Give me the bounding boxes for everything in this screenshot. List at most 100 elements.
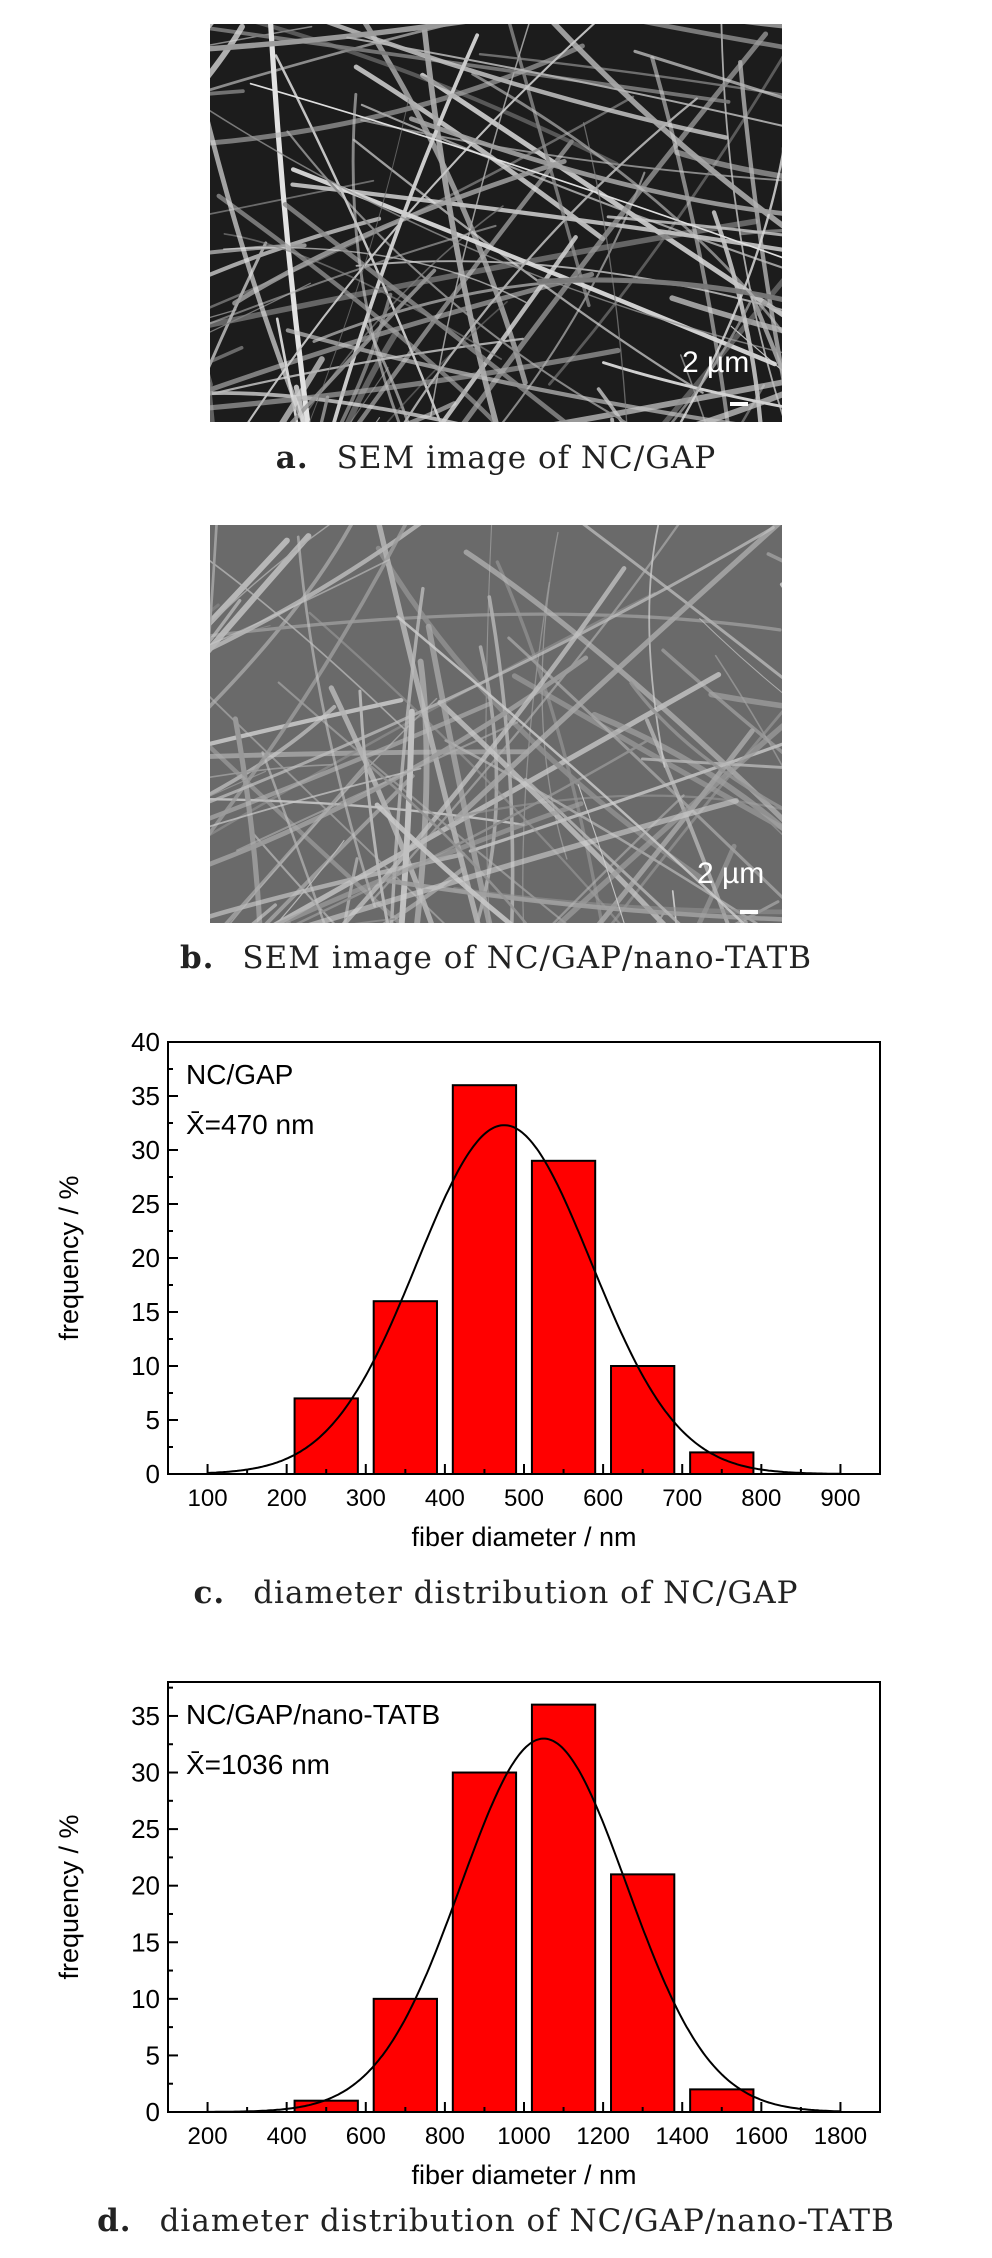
- y-tick-label: 35: [131, 1701, 160, 1731]
- y-tick-label: 20: [131, 1871, 160, 1901]
- sem-image-nc-gap: 2 µm: [210, 24, 782, 422]
- fiber: [210, 526, 775, 804]
- fiber: [674, 149, 782, 179]
- fiber: [695, 391, 782, 422]
- annotation-mean: X̄=470 nm: [186, 1109, 314, 1140]
- plot-frame: [167, 1041, 881, 1475]
- fiber: [223, 233, 502, 360]
- x-tick-label: 800: [425, 2123, 465, 2150]
- x-tick-label: 1000: [497, 2123, 550, 2150]
- x-axis-label: fiber diameter / nm: [411, 1522, 636, 1552]
- fiber: [453, 525, 782, 822]
- histogram-svg: 100 200 300 400 500 600 700 800 900 0 5 10 15 20 25 30 3…: [54, 1027, 881, 1552]
- fiber: [210, 704, 337, 797]
- bar: [530, 1703, 597, 2113]
- y-tick-label: 15: [131, 1927, 160, 1957]
- fiber: [386, 300, 508, 422]
- x-tick-label: 400: [267, 2123, 307, 2150]
- x-tick-label: 400: [425, 1485, 465, 1512]
- x-tick-label: 1600: [735, 2123, 788, 2150]
- caption-b: b. SEM image of NC/GAP/nano-TATB: [0, 940, 992, 976]
- fiber: [268, 24, 311, 422]
- fiber: [289, 268, 437, 422]
- fiber: [295, 737, 652, 923]
- fiber: [346, 36, 782, 127]
- fiber: [650, 56, 730, 422]
- fiber: [210, 337, 525, 396]
- fiber: [276, 839, 345, 923]
- fiber: [296, 535, 377, 908]
- fiber: [352, 138, 704, 394]
- fiber: [210, 767, 422, 828]
- bar: [530, 1159, 597, 1476]
- fiber: [752, 806, 782, 836]
- fiber: [602, 361, 782, 408]
- fiber: [708, 691, 782, 709]
- fiber: [633, 49, 782, 100]
- fiber: [398, 708, 415, 923]
- fiber: [290, 182, 782, 252]
- fiber: [596, 728, 755, 923]
- fiber: [360, 119, 782, 182]
- fiber: [210, 798, 525, 826]
- fiber: [210, 525, 331, 625]
- y-tick-label: 35: [131, 1081, 160, 1111]
- fiber: [363, 321, 410, 422]
- scale-bar-label: 2 µm: [697, 857, 765, 890]
- caption-letter: b.: [179, 940, 215, 976]
- fiber: [210, 224, 497, 325]
- fiber: [210, 701, 492, 821]
- fiber: [669, 295, 782, 334]
- fiber: [456, 794, 782, 818]
- fiber: [679, 354, 707, 422]
- fiber: [670, 301, 752, 422]
- fiber: [326, 24, 729, 140]
- fiber: [355, 260, 782, 311]
- fiber: [210, 655, 589, 867]
- y-tick-label: 0: [146, 1459, 160, 1489]
- fiber: [720, 24, 782, 417]
- fiber: [662, 277, 782, 422]
- sem-fiber-texture: [210, 24, 782, 422]
- fiber: [408, 116, 782, 216]
- fiber: [247, 24, 596, 422]
- gaussian-fit-curve: [207, 1737, 841, 2113]
- x-tick-label: 800: [741, 1485, 781, 1512]
- fiber: [210, 537, 290, 627]
- x-tick-label: 500: [504, 1485, 544, 1512]
- scale-bar: [730, 402, 748, 406]
- fiber: [360, 103, 782, 269]
- fiber: [282, 202, 569, 422]
- fiber: [308, 798, 739, 923]
- fiber: [277, 681, 567, 923]
- y-axis-label: frequency / %: [54, 1814, 84, 1979]
- x-tick-label: 1800: [814, 2123, 867, 2150]
- x-tick-label: 100: [188, 1485, 228, 1512]
- fiber: [210, 525, 218, 644]
- x-axis-label: fiber diameter / nm: [411, 2160, 636, 2190]
- caption-letter: a.: [275, 440, 309, 476]
- fiber: [536, 277, 782, 303]
- y-tick-label: 0: [146, 2097, 160, 2127]
- x-tick-label: 900: [820, 1485, 860, 1512]
- fiber: [655, 909, 667, 923]
- bar: [610, 1365, 676, 1475]
- fiber: [210, 559, 390, 646]
- fiber: [356, 139, 574, 422]
- fiber: [210, 744, 404, 923]
- histogram-nc-gap-nano-tatb: 200 400 600 800 1000 1200 1400 1600 1800 0 5 10 15 20…: [0, 1660, 992, 2200]
- fiber: [524, 777, 681, 923]
- fiber: [345, 329, 400, 422]
- fiber: [308, 611, 621, 923]
- fiber: [229, 697, 438, 923]
- fiber: [210, 24, 466, 52]
- y-tick-label: 25: [131, 1189, 160, 1219]
- x-tick-label: 700: [662, 1485, 702, 1512]
- fiber: [210, 109, 782, 354]
- fiber: [210, 179, 375, 215]
- caption-text: diameter distribution of NC/GAP/nano-TAT…: [159, 2203, 895, 2239]
- fiber: [582, 525, 782, 680]
- fiber: [641, 757, 782, 769]
- fiber: [382, 867, 465, 923]
- fiber: [255, 24, 619, 167]
